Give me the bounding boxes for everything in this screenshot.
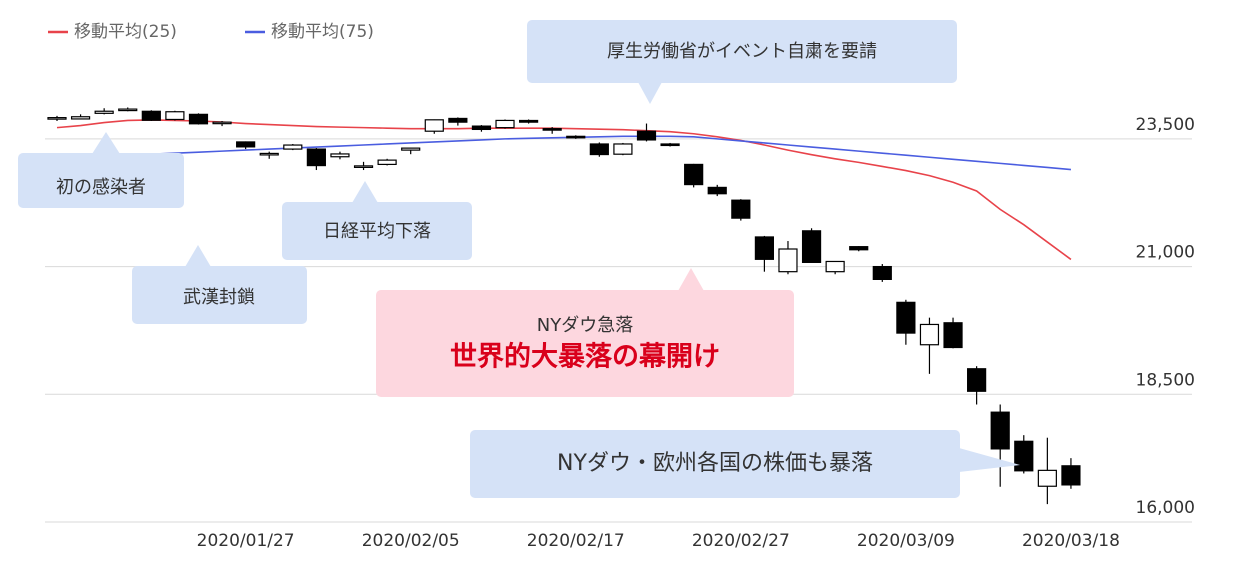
candle-body [589,143,609,156]
annotation: NYダウ・欧州各国の株価も暴落 [470,430,1020,498]
y-tick-label: 18,500 [1136,370,1195,390]
candle-body [401,147,421,151]
candle-body [943,322,963,349]
annotation-pointer [678,268,704,291]
candle-body [613,143,633,155]
plot-area: 16,000 18,500 21,000 23,500 2020/01/27 2020/0… [45,107,1195,551]
candle-body [259,152,279,156]
candle-body [967,368,987,392]
annotation-text: NYダウ・欧州各国の株価も暴落 [557,451,873,476]
annotation-box [376,290,794,397]
candle-body [70,116,91,120]
ma-line [56,119,1072,261]
annotation-text: 日経平均下落 [323,221,431,242]
candle-body [283,144,303,150]
candle-body [1014,440,1034,472]
candle-body [353,165,374,168]
annotation: NYダウ急落 世界的大暴落の幕開け [376,268,794,397]
candle-body [212,121,232,125]
x-tick-label: 2020/02/05 [362,531,460,551]
annotation-box [470,430,960,498]
candle-body [849,246,869,251]
annotation-text: 世界的大暴落の幕開け [450,341,720,373]
x-tick-label: 2020/02/17 [527,531,625,551]
annotation-box [132,266,307,324]
annotation-pointer [352,181,378,203]
candle-body [47,117,67,120]
candle-body [165,111,185,121]
y-tick-label: 16,000 [1136,498,1195,518]
y-tick-label: 21,000 [1136,243,1195,263]
candle-body [518,119,539,123]
legend-label: 移動平均(25) [74,22,177,42]
annotation-text: 初の感染者 [56,177,146,198]
annotation-box [282,202,472,260]
candle-body [330,153,350,158]
candle-body [424,119,444,132]
candle-body [684,163,704,186]
annotation: 初の感染者 [18,132,184,208]
candle-body [801,230,822,263]
x-tick-label: 2020/03/09 [857,531,955,551]
x-tick-label: 2020/03/18 [1022,531,1120,551]
ma-line [56,135,1072,171]
annotation-pointer [959,448,1020,472]
candle-body [660,143,680,147]
y-tick-label: 23,500 [1136,115,1195,135]
candle-body [448,117,468,123]
annotation-pointer [92,132,120,154]
candle-body [1037,469,1057,487]
candle-body [471,125,492,131]
candle-body [306,148,326,167]
x-tick-label: 2020/02/27 [692,531,790,551]
candle-body [377,159,397,166]
candle-body [919,323,940,346]
candle-body [896,301,916,334]
candle-body [566,135,586,139]
candle-body [495,119,515,129]
annotation-text: 厚生労働省がイベント自粛を要請 [607,41,877,62]
candle-body [118,108,138,112]
candle-body [707,186,727,195]
candle-body [188,113,209,125]
candle-body [141,110,161,121]
annotation-pointer [185,245,211,267]
candle-body [731,199,751,219]
candle-body [990,411,1010,450]
candle-body [872,265,892,281]
annotation-box [18,153,184,208]
candle-body [94,110,114,114]
candle-body [236,141,256,148]
legend-label: 移動平均(75) [271,22,374,42]
annotation: 日経平均下落 [282,181,472,260]
annotation-pointer [638,82,662,104]
x-tick-label: 2020/01/27 [197,531,295,551]
annotation-text: 武漢封鎖 [183,287,255,308]
annotation-subtitle: NYダウ急落 [537,315,633,336]
candle-body [542,128,562,131]
candle-body [1061,465,1081,486]
candle-body [754,236,775,260]
candle-body [825,260,845,273]
annotation: 厚生労働省がイベント自粛を要請 [527,20,957,104]
annotation: 武漢封鎖 [132,245,307,324]
candle-body [636,130,657,141]
candle-body [778,248,798,273]
annotations: 厚生労働省がイベント自粛を要請 初の感染者 日経平均下落 武漢封鎖 NYダウ急落… [18,20,1020,498]
annotation-box [527,20,957,83]
